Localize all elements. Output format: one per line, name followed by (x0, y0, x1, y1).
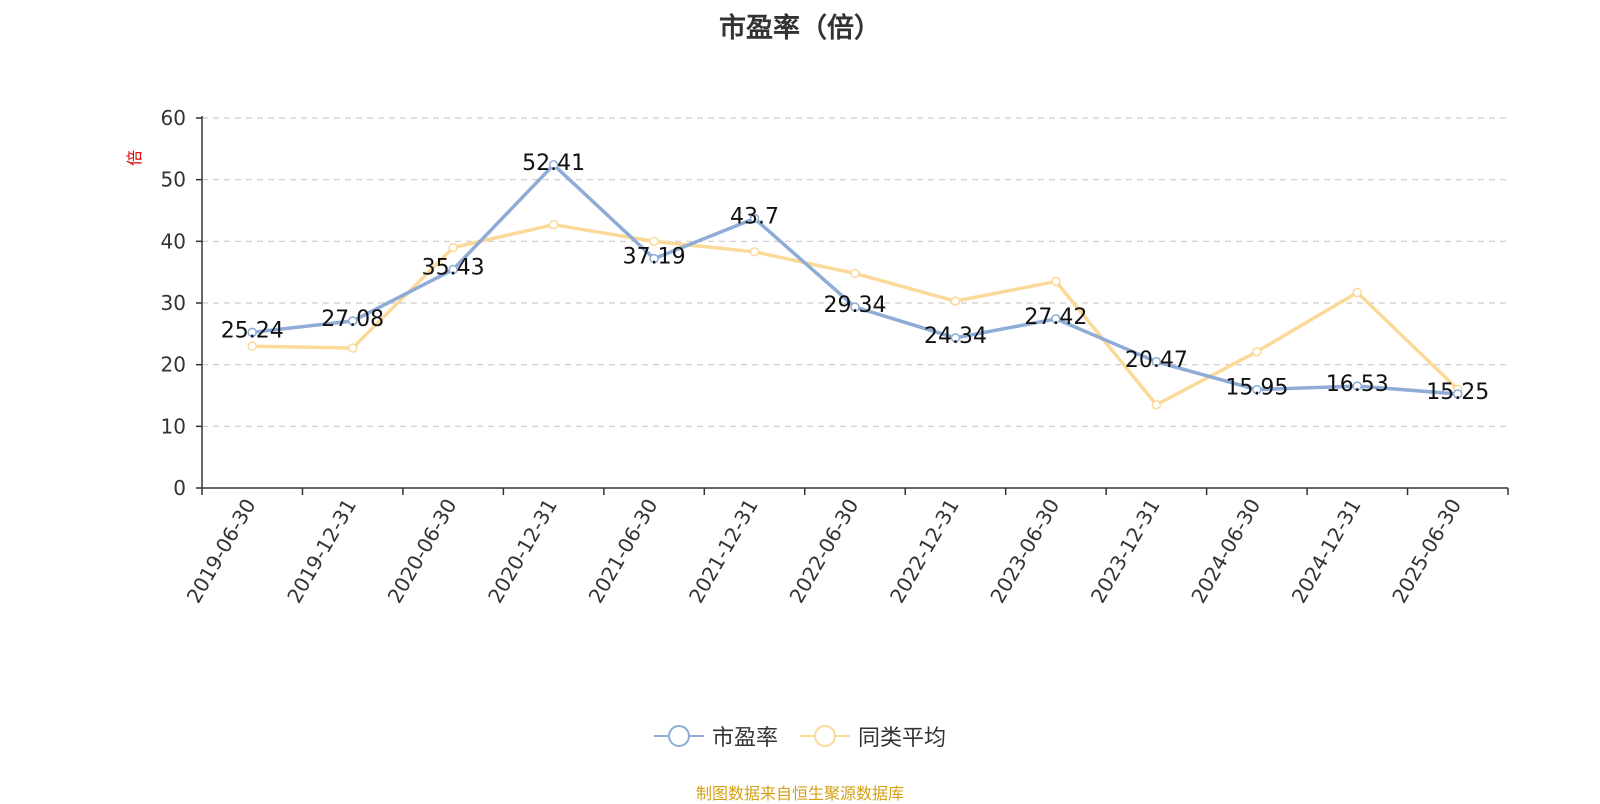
data-label-pe: 16.53 (1326, 372, 1389, 397)
point-pe (1453, 389, 1463, 399)
y-tick-label: 0 (173, 476, 186, 500)
legend-item-peer-average[interactable]: 同类平均 (800, 720, 946, 752)
legend-label-pe: 市盈率 (711, 726, 778, 751)
legend-label-peer-average: 同类平均 (858, 726, 947, 751)
point-pe (247, 327, 257, 338)
x-tick-label: 2021-12-31 (684, 495, 763, 608)
point-peer-average (548, 219, 559, 230)
chart-title: 市盈率（倍） (719, 13, 881, 44)
point-pe (1352, 381, 1363, 391)
y-tick-label: 40 (161, 229, 186, 253)
x-tick-label: 2022-12-31 (885, 495, 964, 608)
x-tick-label: 2024-12-31 (1287, 495, 1366, 608)
x-tick-label: 2023-12-31 (1086, 495, 1165, 608)
data-label-pe: 27.42 (1024, 305, 1087, 330)
point-peer-average (749, 247, 760, 257)
data-label-pe: 24.34 (924, 324, 987, 349)
point-peer-average (247, 341, 257, 351)
point-pe (347, 316, 358, 326)
x-tick-label: 2020-12-31 (483, 495, 562, 608)
y-tick-label: 50 (161, 168, 186, 192)
point-peer-average (1151, 400, 1162, 410)
source-note: 制图数据来自恒生聚源数据库 (695, 784, 904, 803)
x-tick-label: 2022-06-30 (784, 495, 863, 608)
x-tick-label: 2025-06-30 (1387, 495, 1466, 608)
legend-item-pe[interactable]: 市盈率 (653, 720, 778, 752)
data-label-pe: 15.25 (1426, 380, 1489, 405)
point-peer-average (950, 296, 961, 306)
point-pe (548, 160, 559, 170)
legend: 市盈率 同类平均 (0, 720, 1600, 752)
point-pe (1252, 384, 1262, 395)
y-tick-label: 30 (161, 291, 186, 315)
legend-marker-pe-icon (653, 725, 704, 747)
y-tick-label: 10 (161, 414, 186, 438)
x-tick-label: 2024-06-30 (1186, 495, 1265, 608)
data-label-pe: 37.19 (623, 245, 686, 270)
point-peer-average (1051, 276, 1061, 287)
data-label-pe: 35.43 (422, 256, 485, 281)
point-pe (749, 213, 760, 224)
data-label-pe: 29.34 (824, 293, 887, 318)
data-label-pe: 20.47 (1125, 348, 1188, 373)
point-pe (649, 253, 659, 264)
x-tick-label: 2020-06-30 (383, 494, 462, 607)
y-axis-unit-label: 倍 (125, 150, 144, 166)
data-label-pe: 27.08 (321, 307, 384, 332)
point-peer-average (1352, 287, 1363, 298)
x-tick-label: 2023-06-30 (985, 495, 1064, 608)
point-pe (950, 333, 961, 343)
y-tick-label: 20 (161, 353, 186, 377)
y-tick-label: 60 (161, 106, 186, 130)
x-tick-label: 2019-12-31 (282, 495, 361, 608)
point-pe (1051, 314, 1061, 324)
point-pe (850, 302, 860, 312)
x-tick-label: 2021-06-30 (584, 495, 663, 608)
legend-marker-peer-average-icon (800, 725, 850, 747)
data-label-pe: 43.7 (730, 205, 779, 230)
data-label-pe: 25.24 (221, 318, 284, 343)
point-peer-average (1252, 346, 1262, 357)
point-pe (1151, 357, 1162, 367)
point-peer-average (649, 236, 659, 247)
data-label-pe: 15.95 (1225, 376, 1288, 401)
x-tick-label: 2019-06-30 (182, 495, 261, 608)
point-peer-average (448, 242, 458, 253)
point-peer-average (850, 268, 860, 279)
point-pe (448, 264, 458, 275)
data-label-pe: 52.41 (522, 151, 585, 176)
point-peer-average (347, 343, 358, 353)
